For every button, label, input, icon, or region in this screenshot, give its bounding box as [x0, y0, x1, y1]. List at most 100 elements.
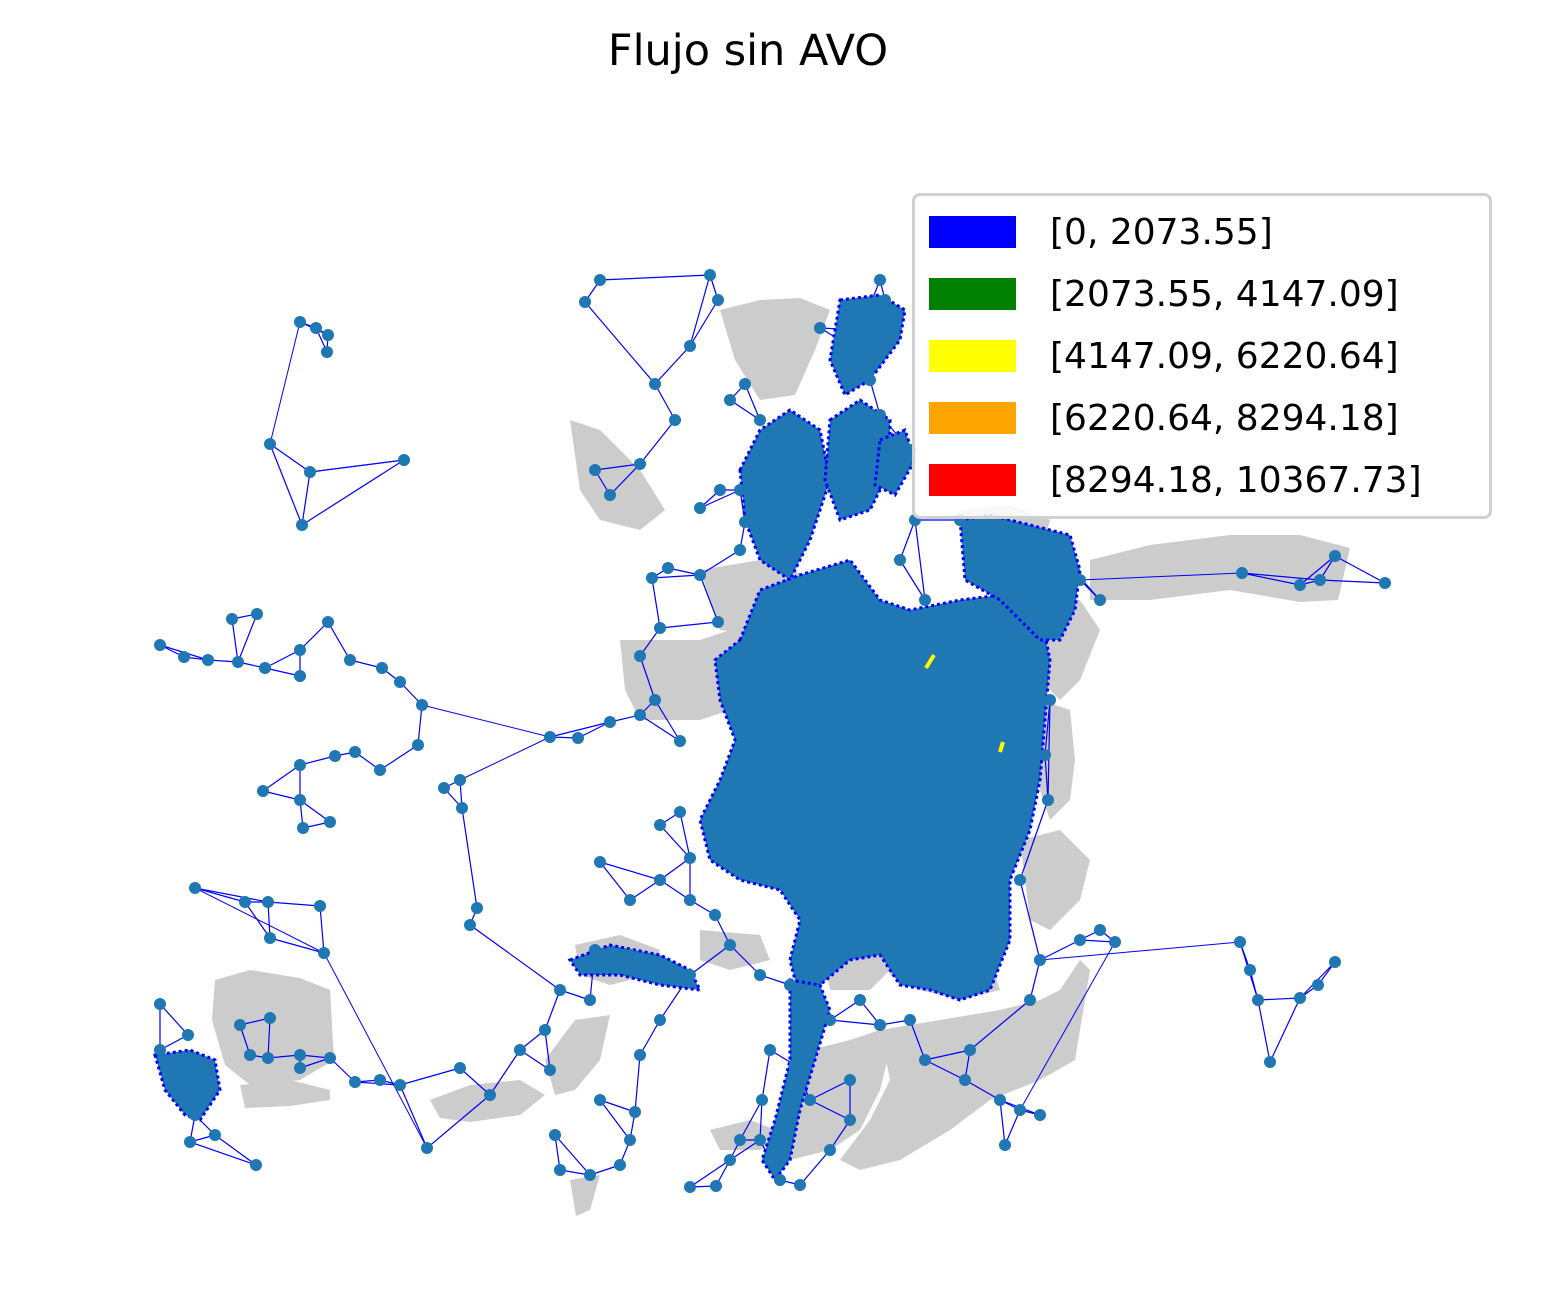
- edge-42-44: [651, 574, 701, 579]
- edge-118-120: [554, 1134, 591, 1176]
- node-41: [654, 622, 666, 634]
- node-168: [1094, 924, 1106, 936]
- node-86: [189, 882, 201, 894]
- edge-159-161: [924, 1059, 966, 1081]
- edge-52-53: [654, 345, 691, 385]
- edge-56-58: [599, 274, 711, 281]
- edge-5-7: [301, 471, 311, 526]
- edge-147-149: [599, 861, 661, 881]
- edge-155-156: [829, 999, 861, 1021]
- edge-166-167: [1039, 939, 1081, 961]
- node-25: [257, 785, 269, 797]
- edge-160-177: [969, 999, 1031, 1051]
- edge-182-184: [679, 811, 691, 859]
- node-82: [1294, 579, 1306, 591]
- legend-item-0: [0, 2073.55]: [929, 208, 1273, 256]
- edge-142-152: [689, 944, 731, 976]
- node-88: [262, 896, 274, 908]
- edge-114-115: [489, 1049, 521, 1096]
- edge-122-123: [599, 1099, 631, 1141]
- node-47: [739, 516, 751, 528]
- zone-15: [770, 1030, 890, 1160]
- node-56: [704, 269, 716, 281]
- edge-143-144: [639, 1019, 661, 1056]
- edge-53-57: [689, 299, 719, 347]
- node-163: [1034, 1109, 1046, 1121]
- node-178: [1014, 874, 1026, 886]
- node-57: [712, 294, 724, 306]
- edge-73-74: [899, 519, 916, 561]
- node-30: [412, 739, 424, 751]
- node-148: [624, 894, 636, 906]
- node-11: [154, 639, 166, 651]
- edge-long-3: [459, 736, 551, 781]
- node-113: [454, 1062, 466, 1074]
- edge-84-85: [1319, 579, 1386, 584]
- edge-178-179: [1019, 799, 1049, 881]
- edge-99-100: [189, 1141, 257, 1166]
- node-5: [304, 466, 316, 478]
- edge-182-183: [659, 824, 691, 859]
- legend-swatch-2: [929, 340, 1016, 372]
- edge-53-56: [689, 274, 711, 347]
- edge-25-26: [262, 790, 301, 801]
- edge-113-114: [459, 1067, 491, 1096]
- node-170: [1234, 936, 1246, 948]
- node-48: [734, 484, 746, 496]
- node-184: [674, 806, 686, 818]
- node-20: [394, 676, 406, 688]
- edge-51-62: [639, 419, 676, 465]
- edge-88-90: [267, 901, 271, 939]
- node-159: [919, 1054, 931, 1066]
- node-177: [1024, 994, 1036, 1006]
- node-2: [322, 329, 334, 341]
- edge-158-159: [909, 1019, 926, 1061]
- node-117: [539, 1024, 551, 1036]
- node-37: [634, 709, 646, 721]
- zone-8: [1020, 830, 1090, 930]
- node-123: [594, 1094, 606, 1106]
- edge-long-5: [194, 887, 325, 954]
- node-133: [804, 1094, 816, 1106]
- edge-112-114: [426, 1094, 491, 1149]
- node-109: [349, 1076, 361, 1088]
- edge-60-62: [594, 463, 641, 471]
- node-130: [824, 1144, 836, 1156]
- node-55: [754, 414, 766, 426]
- node-140: [624, 949, 636, 961]
- edge-115-116: [519, 1049, 551, 1071]
- edge-83-84: [1334, 555, 1386, 584]
- node-105: [244, 1049, 256, 1061]
- core-region-1: [958, 513, 1082, 642]
- core-region-6: [828, 293, 907, 398]
- node-108: [294, 1062, 306, 1074]
- legend-swatch-1: [929, 278, 1016, 310]
- node-143: [654, 1014, 666, 1026]
- node-85: [1314, 574, 1326, 586]
- zone-12: [545, 1015, 610, 1095]
- edge-127-136: [759, 1099, 763, 1141]
- node-60: [589, 464, 601, 476]
- node-65: [834, 334, 846, 346]
- node-16: [294, 644, 306, 656]
- node-42: [646, 572, 658, 584]
- node-138: [724, 1154, 736, 1166]
- node-44: [694, 569, 706, 581]
- edge-69-70: [869, 379, 881, 416]
- highlight-edge-0: [924, 653, 936, 670]
- node-182: [684, 852, 696, 864]
- node-23: [329, 750, 341, 762]
- node-31: [454, 774, 466, 786]
- node-63: [724, 394, 736, 406]
- node-9: [226, 613, 238, 625]
- core-region-0: [698, 558, 1052, 1003]
- node-21: [416, 699, 428, 711]
- edge-88-89: [267, 901, 321, 907]
- node-145: [584, 994, 596, 1006]
- node-39: [649, 694, 661, 706]
- node-128: [774, 1174, 786, 1186]
- node-32: [456, 802, 468, 814]
- node-27: [324, 816, 336, 828]
- edge-4-5: [269, 443, 311, 473]
- edge-147-148: [599, 861, 631, 901]
